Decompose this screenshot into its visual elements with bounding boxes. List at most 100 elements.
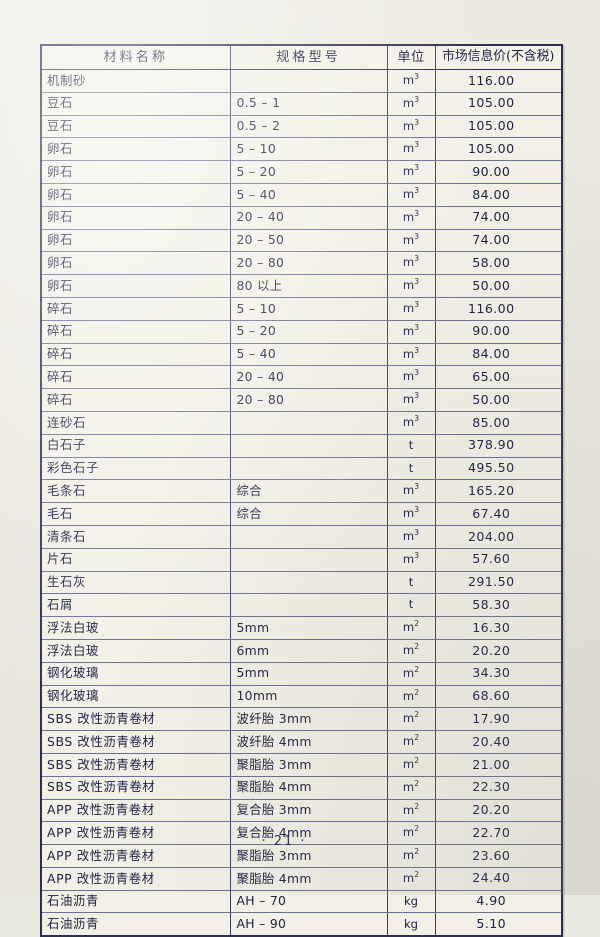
table-row: SBS 改性沥青卷材 聚脂胎 3mm m2 21.00 <box>42 753 561 777</box>
cell-unit: m2 <box>387 707 436 732</box>
column-header-material-name: 材料名称 <box>42 46 231 70</box>
cell-material-name: 浮法白玻 <box>42 639 231 663</box>
cell-unit-base: m <box>402 757 415 771</box>
cell-material-name: 卵石 <box>42 274 231 298</box>
cell-specification: 20 – 50 <box>230 229 388 253</box>
cell-unit: m3 <box>387 160 436 184</box>
cell-unit-base: m <box>402 620 415 635</box>
cell-material-name: SBS 改性沥青卷材 <box>42 707 231 732</box>
cell-unit-exponent: 2 <box>414 619 420 629</box>
cell-market-price: 22.30 <box>435 776 561 800</box>
cell-specification: 6mm <box>230 639 388 663</box>
cell-unit: m3 <box>387 274 436 298</box>
table-row: 碎石 5 – 20 m3 90.00 <box>42 320 561 344</box>
cell-specification: 0.5 – 2 <box>230 115 388 139</box>
table-row: SBS 改性沥青卷材 波纤胎 4mm m2 20.40 <box>42 730 561 754</box>
cell-specification: 20 – 40 <box>230 365 388 390</box>
cell-specification: 10mm <box>230 685 388 709</box>
cell-unit: m2 <box>387 616 436 640</box>
cell-unit-exponent: 3 <box>414 414 420 424</box>
cell-specification: 5 – 20 <box>230 160 388 184</box>
cell-market-price: 4.90 <box>435 890 561 914</box>
cell-material-name: 钢化玻璃 <box>42 662 231 686</box>
cell-market-price: 165.20 <box>435 479 561 504</box>
table-row: 卵石 20 – 80 m3 58.00 <box>42 251 561 276</box>
cell-unit-base: m <box>402 665 415 680</box>
cell-unit: t <box>387 434 436 458</box>
cell-specification <box>230 525 388 549</box>
cell-specification: 20 – 80 <box>230 388 388 412</box>
cell-unit: m3 <box>387 365 436 390</box>
cell-unit: m2 <box>387 844 436 868</box>
cell-market-price: 20.20 <box>435 639 561 663</box>
table-row: APP 改性沥青卷材 复合胎 4mm m2 22.70 <box>42 821 561 846</box>
cell-market-price: 84.00 <box>435 343 561 367</box>
cell-unit-exponent: 2 <box>414 687 420 697</box>
cell-specification: 复合胎 4mm <box>230 821 388 846</box>
cell-unit-base: m <box>402 369 415 384</box>
cell-unit-base: m <box>402 141 415 156</box>
cell-unit: m2 <box>387 867 436 891</box>
cell-unit-base: m <box>402 323 415 338</box>
cell-unit-exponent: 2 <box>414 870 420 880</box>
cell-unit: m3 <box>387 479 436 504</box>
cell-material-name: APP 改性沥青卷材 <box>42 867 231 891</box>
cell-specification: 80 以上 <box>230 274 388 298</box>
cell-unit: m3 <box>387 206 436 230</box>
table-row: 豆石 0.5 – 1 m3 105.00 <box>42 92 561 116</box>
table-row: 卵石 20 – 40 m3 74.00 <box>42 206 561 230</box>
cell-material-name: 卵石 <box>42 137 231 162</box>
cell-unit-exponent: 3 <box>414 391 420 401</box>
table-row: 卵石 20 – 50 m3 74.00 <box>42 229 561 253</box>
cell-unit-exponent: 3 <box>414 277 420 287</box>
cell-material-name: 石油沥青 <box>42 912 231 936</box>
cell-unit-exponent: 3 <box>414 323 420 332</box>
cell-specification: 5mm <box>230 616 388 640</box>
cell-material-name: SBS 改性沥青卷材 <box>42 730 231 754</box>
cell-market-price: 495.50 <box>435 457 561 481</box>
cell-unit-base: kg <box>403 893 419 908</box>
table-row: SBS 改性沥青卷材 聚脂胎 4mm m2 22.30 <box>42 776 561 800</box>
table-row: 卵石 5 – 40 m3 84.00 <box>42 183 561 207</box>
column-header-specification: 规格型号 <box>230 46 388 70</box>
table-row: 石屑 t 58.30 <box>42 593 561 618</box>
cell-market-price: 291.50 <box>435 571 561 595</box>
cell-specification <box>230 69 388 93</box>
cell-unit-base: m <box>402 643 415 658</box>
cell-unit-exponent: 3 <box>414 345 420 355</box>
cell-unit-base: m <box>402 483 415 498</box>
cell-market-price: 378.90 <box>435 434 561 458</box>
cell-specification: 复合胎 3mm <box>230 799 388 823</box>
cell-unit-exponent: 2 <box>414 824 420 834</box>
cell-unit: m2 <box>387 639 436 663</box>
cell-market-price: 22.70 <box>435 821 561 846</box>
cell-market-price: 116.00 <box>435 69 561 93</box>
cell-specification: 5mm <box>230 662 388 686</box>
table-header: 材料名称 规格型号 单位 市场信息价(不含税) <box>42 46 561 70</box>
cell-market-price: 74.00 <box>435 229 561 253</box>
cell-market-price: 20.40 <box>435 730 561 754</box>
cell-unit: m3 <box>387 502 436 526</box>
cell-unit: m2 <box>387 685 436 709</box>
cell-unit-base: t <box>408 437 414 452</box>
cell-unit-base: m <box>402 870 415 885</box>
cell-unit-exponent: 2 <box>414 642 420 652</box>
table-row: 石油沥青 AH – 70 kg 4.90 <box>42 890 561 914</box>
cell-market-price: 58.00 <box>435 251 561 276</box>
cell-unit-base: m <box>402 506 415 521</box>
cell-material-name: 石屑 <box>42 593 231 618</box>
table-row: 毛条石 综合 m3 165.20 <box>42 479 561 504</box>
cell-unit-base: kg <box>403 916 419 931</box>
cell-specification: AH – 70 <box>230 890 388 914</box>
table-row: 豆石 0.5 – 2 m3 105.00 <box>42 115 561 139</box>
cell-unit-base: m <box>402 301 415 316</box>
cell-market-price: 90.00 <box>435 320 561 344</box>
cell-material-name: APP 改性沥青卷材 <box>42 844 231 868</box>
column-header-market-price: 市场信息价(不含税) <box>435 46 561 70</box>
cell-specification: 聚脂胎 3mm <box>230 753 388 777</box>
cell-market-price: 116.00 <box>435 297 561 321</box>
cell-material-name: 卵石 <box>42 183 231 207</box>
cell-market-price: 105.00 <box>435 92 561 116</box>
cell-specification <box>230 548 388 572</box>
cell-unit: m3 <box>387 251 436 276</box>
